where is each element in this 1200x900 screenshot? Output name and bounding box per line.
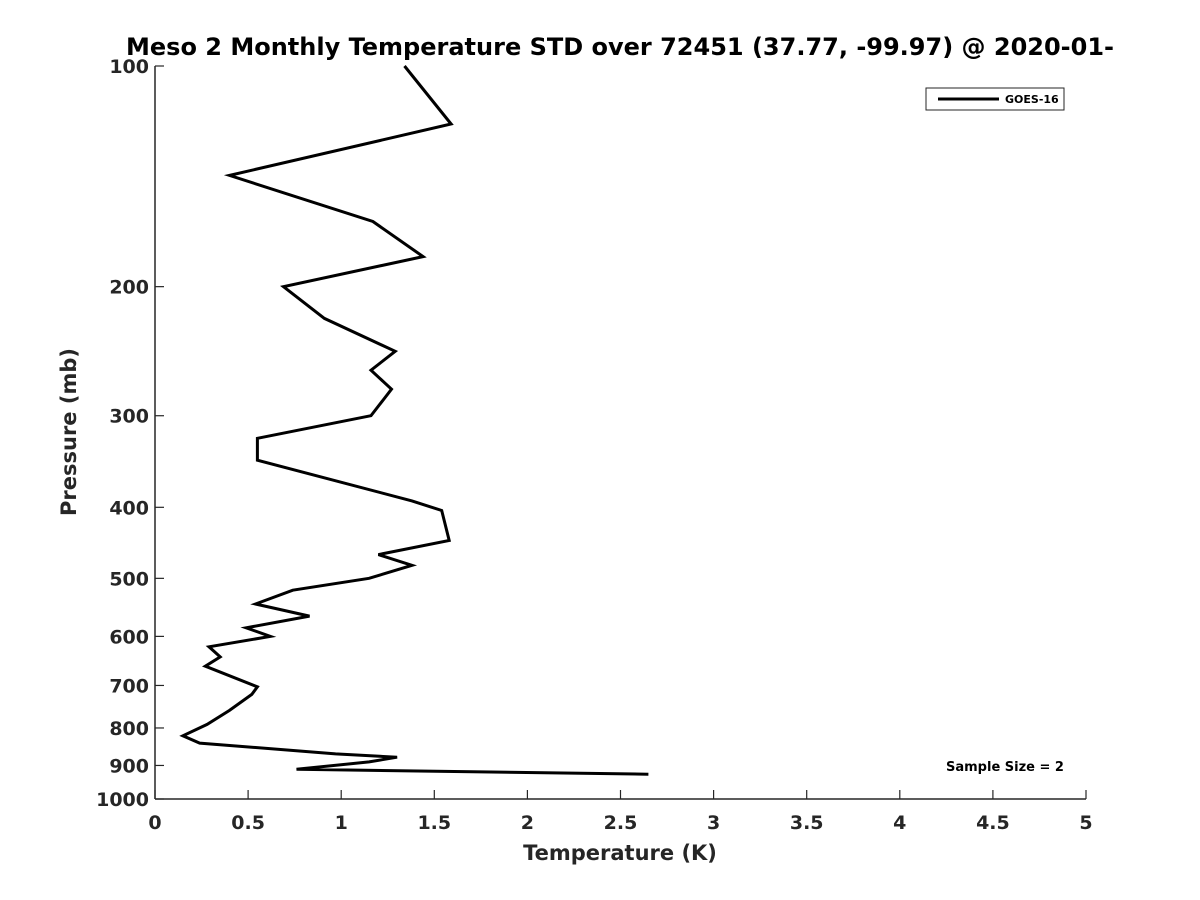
x-tick-label: 3.5 xyxy=(790,812,824,834)
y-ticks: 100 200 300 400 500 600 700 800 900 1000 xyxy=(96,56,164,811)
x-tick-label: 3 xyxy=(707,812,720,834)
series-line-0 xyxy=(179,65,649,776)
chart-title: Meso 2 Monthly Temperature STD over 7245… xyxy=(126,33,1114,61)
x-axis-label: Temperature (K) xyxy=(523,841,717,865)
x-tick-label: 4.5 xyxy=(976,812,1010,834)
y-tick-label: 500 xyxy=(109,568,149,590)
x-tick-label: 4 xyxy=(893,812,906,834)
x-tick-label: 2.5 xyxy=(604,812,638,834)
x-tick-label: 0.5 xyxy=(231,812,265,834)
x-tick-label: 5 xyxy=(1079,812,1092,834)
y-tick-label: 700 xyxy=(109,675,149,697)
legend: GOES-16 xyxy=(925,87,1065,111)
y-axis-label: Pressure (mb) xyxy=(57,348,81,516)
y-tick-label: 600 xyxy=(109,626,149,648)
axes xyxy=(154,66,1086,800)
y-tick-label: 800 xyxy=(109,718,149,740)
y-tick-label: 300 xyxy=(109,406,149,428)
y-tick-label: 900 xyxy=(109,755,149,777)
x-ticks: 0 0.5 1 1.5 2 2.5 3 3.5 4 4.5 5 xyxy=(148,790,1093,834)
y-tick-label: 1000 xyxy=(96,789,149,811)
x-tick-label: 1.5 xyxy=(417,812,451,834)
series-layer xyxy=(179,65,649,776)
y-tick-label: 200 xyxy=(109,277,149,299)
x-tick-label: 1 xyxy=(335,812,348,834)
sample-size-annotation: Sample Size = 2 xyxy=(946,760,1064,775)
y-tick-label: 400 xyxy=(109,497,149,519)
y-tick-label: 100 xyxy=(109,56,149,78)
x-tick-label: 0 xyxy=(148,812,161,834)
legend-label: GOES-16 xyxy=(1005,93,1059,106)
x-tick-label: 2 xyxy=(521,812,534,834)
